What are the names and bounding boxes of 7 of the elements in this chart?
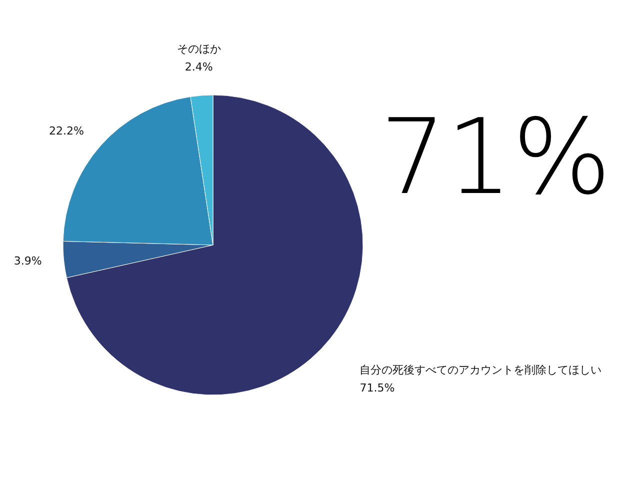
data-label: 3.9%: [14, 254, 42, 268]
text: 71%: [380, 96, 612, 218]
data-label: 22.2%: [49, 124, 84, 138]
slice-label: 自分の死後すべてのアカウントを削除してほしい: [360, 364, 602, 377]
data-label: 2.4%: [184, 60, 213, 74]
data-label: 71.5%: [360, 382, 395, 395]
slice-label: そのほか: [176, 42, 221, 56]
